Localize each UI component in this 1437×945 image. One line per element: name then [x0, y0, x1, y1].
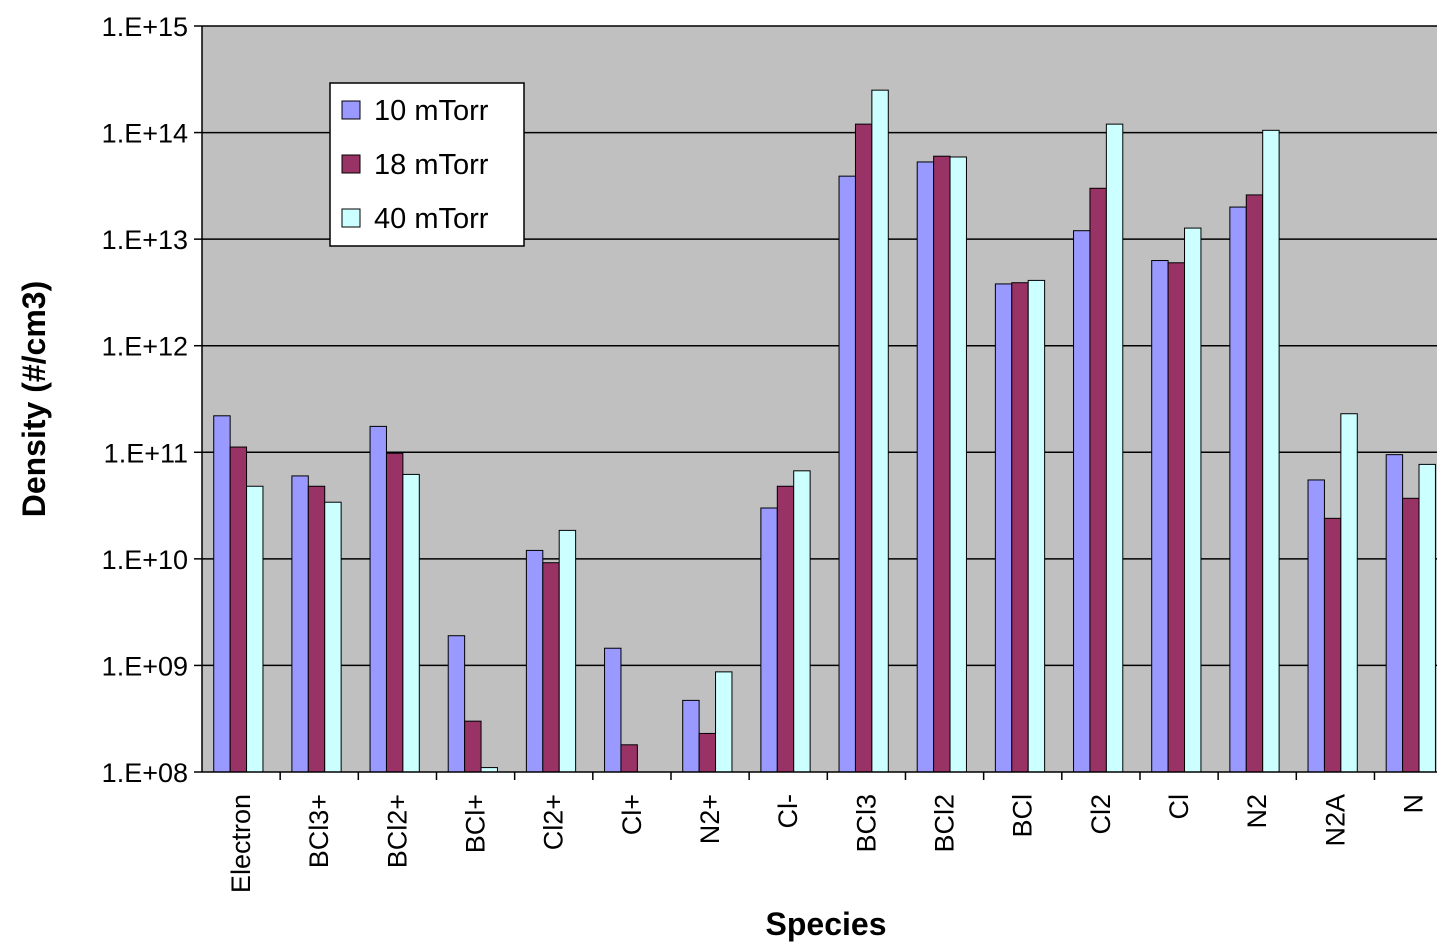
bar [1105, 123, 1124, 773]
x-tick-label: N [1399, 794, 1429, 814]
bar [1418, 463, 1436, 773]
legend-swatch [341, 100, 361, 120]
x-tick-label: Cl- [773, 794, 803, 829]
bar [604, 647, 622, 773]
x-tick-label: BCl2 [930, 794, 960, 853]
bar [1073, 230, 1091, 773]
bar [1184, 227, 1202, 773]
bar [1011, 282, 1029, 773]
legend-swatch [341, 154, 361, 174]
bar [793, 470, 811, 773]
y-tick-label: 1.E+14 [102, 119, 188, 149]
x-tick-label: N2+ [695, 794, 725, 844]
bar [447, 635, 466, 773]
bar [949, 156, 967, 773]
bar [542, 562, 560, 773]
bar [760, 507, 778, 773]
y-tick-label: 1.E+11 [104, 438, 188, 468]
y-tick-label: 1.E+09 [102, 651, 188, 681]
bar [1245, 194, 1264, 773]
bar [854, 123, 873, 773]
bar [558, 529, 577, 773]
bar [1229, 206, 1247, 773]
x-tick-label: BCl+ [461, 794, 491, 853]
bar [385, 452, 404, 773]
x-tick-label: BCl2+ [382, 794, 412, 868]
bar [698, 732, 717, 773]
y-tick-label: 1.E+08 [102, 758, 188, 788]
bar [871, 89, 889, 773]
bar [1027, 279, 1046, 773]
bar [620, 744, 638, 773]
bar [1340, 413, 1358, 773]
bar [916, 161, 935, 773]
bar [246, 485, 264, 773]
x-axis-title: Species [766, 906, 887, 942]
x-tick-label: Cl+ [617, 794, 647, 835]
bar [402, 473, 420, 773]
x-tick-labels: Electron BCl3+ BCl2+ BCl+ Cl2+ Cl+ N2+ Cl- BCl3 B… [226, 772, 1429, 893]
y-tick-label: 1.E+13 [102, 225, 188, 255]
x-tick-label: Cl2 [1086, 794, 1116, 835]
bar [1307, 479, 1325, 773]
x-tick-label: BCl [1008, 794, 1038, 838]
legend-label: 40 mTorr [374, 203, 489, 235]
legend-label: 10 mTorr [374, 95, 489, 127]
bar [307, 485, 326, 773]
x-tick-label: N2A [1320, 794, 1350, 847]
bar [1385, 454, 1404, 773]
y-tick-label: 1.E+12 [102, 332, 188, 362]
legend-label: 18 mTorr [374, 149, 489, 181]
bar [715, 671, 733, 773]
bar [229, 446, 248, 773]
y-tick-label: 1.E+15 [102, 12, 188, 42]
bar [464, 720, 482, 773]
y-tick-label: 1.E+10 [102, 545, 188, 575]
bar [776, 485, 795, 773]
bar [994, 283, 1013, 773]
bar [1151, 260, 1169, 773]
bar [838, 175, 856, 773]
bar [1167, 262, 1186, 773]
y-axis-title: Density (#/cm3) [16, 281, 52, 518]
bar [1262, 129, 1280, 773]
axes [201, 26, 1437, 773]
y-tick-labels: 1.E+08 1.E+09 1.E+10 1.E+11 1.E+12 1.E+13 1.E+… [102, 12, 202, 788]
bar [1402, 497, 1420, 773]
bar [525, 549, 544, 773]
bar [1323, 517, 1342, 773]
x-tick-label: BCl3+ [304, 794, 334, 868]
bar [324, 501, 342, 773]
x-tick-label: BCl3 [851, 794, 881, 853]
legend-swatch [341, 208, 361, 228]
bar [369, 425, 387, 773]
bar [213, 415, 231, 773]
bar [682, 699, 700, 773]
legend-box [329, 82, 525, 247]
bars [213, 89, 1436, 773]
legend: 10 mTorr 18 mTorr 40 mTorr [329, 82, 525, 247]
bar [933, 155, 951, 773]
bar [1089, 187, 1107, 773]
x-tick-label: Electron [226, 794, 256, 893]
bar [291, 475, 309, 773]
x-tick-label: N2 [1242, 794, 1272, 829]
x-tick-label: Cl2+ [539, 794, 569, 850]
x-tick-label: Cl [1164, 794, 1194, 820]
